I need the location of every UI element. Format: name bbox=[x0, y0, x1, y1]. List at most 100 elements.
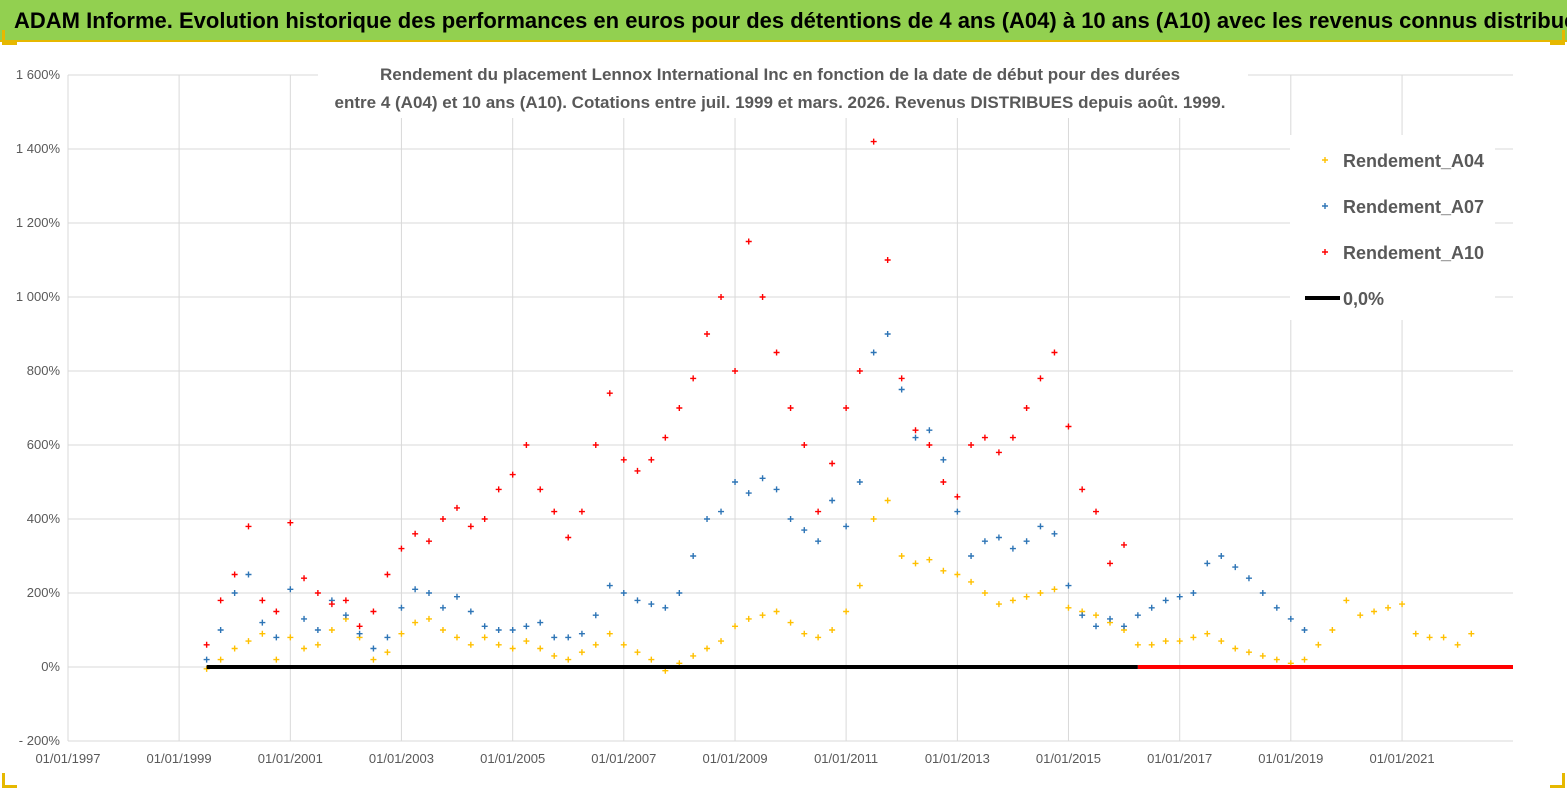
data-point bbox=[843, 523, 850, 530]
data-point bbox=[1065, 604, 1072, 611]
data-point bbox=[1037, 590, 1044, 596]
data-point bbox=[759, 294, 766, 300]
data-point bbox=[356, 623, 363, 630]
y-tick-label: - 200% bbox=[19, 733, 61, 748]
data-point bbox=[1176, 638, 1183, 645]
data-point bbox=[259, 619, 266, 626]
data-point bbox=[1273, 656, 1280, 663]
data-point bbox=[273, 656, 280, 663]
data-point bbox=[203, 656, 210, 663]
data-point bbox=[1259, 652, 1266, 659]
data-point bbox=[287, 586, 294, 593]
data-point bbox=[425, 538, 432, 545]
data-point bbox=[1093, 508, 1100, 515]
data-point bbox=[732, 479, 739, 485]
data-point bbox=[578, 508, 585, 515]
data-point bbox=[954, 508, 961, 515]
data-point bbox=[1107, 560, 1114, 567]
x-tick-label: 01/01/1999 bbox=[147, 751, 212, 766]
data-point bbox=[912, 560, 919, 567]
data-point bbox=[690, 553, 697, 559]
data-point bbox=[551, 508, 558, 515]
data-point bbox=[412, 619, 419, 626]
data-point bbox=[1093, 612, 1100, 619]
data-point bbox=[732, 623, 739, 630]
data-point bbox=[1245, 649, 1252, 656]
data-point bbox=[565, 656, 572, 663]
data-point bbox=[981, 434, 988, 441]
data-point bbox=[1093, 623, 1100, 630]
data-point bbox=[231, 645, 238, 652]
data-point bbox=[259, 630, 266, 637]
y-tick-label: 1 000% bbox=[16, 289, 61, 304]
data-point bbox=[1162, 638, 1169, 645]
data-point bbox=[370, 656, 377, 663]
series-2 bbox=[203, 138, 1128, 648]
data-point bbox=[1148, 641, 1155, 648]
chart-title-line-2: entre 4 (A04) et 10 ans (A10). Cotations… bbox=[335, 93, 1226, 112]
data-point bbox=[1065, 582, 1072, 589]
data-point bbox=[662, 604, 669, 611]
data-point bbox=[718, 508, 725, 515]
x-tick-label: 01/01/2003 bbox=[369, 751, 434, 766]
data-point bbox=[1412, 630, 1419, 637]
data-point bbox=[884, 331, 891, 337]
data-point bbox=[1107, 615, 1114, 622]
data-point bbox=[287, 634, 294, 641]
x-tick-label: 01/01/2019 bbox=[1258, 751, 1323, 766]
data-point bbox=[231, 571, 238, 578]
data-point bbox=[481, 634, 488, 641]
data-point bbox=[1121, 623, 1128, 630]
data-point bbox=[926, 427, 933, 434]
x-tick-label: 01/01/2013 bbox=[925, 751, 990, 766]
data-point bbox=[870, 349, 877, 356]
data-point bbox=[1121, 541, 1128, 548]
data-point bbox=[1190, 634, 1197, 641]
data-point bbox=[1399, 601, 1406, 608]
data-point bbox=[217, 597, 224, 604]
data-point bbox=[1426, 634, 1433, 641]
legend-label: Rendement_A10 bbox=[1343, 243, 1484, 263]
data-point bbox=[648, 601, 655, 608]
data-point bbox=[704, 645, 711, 652]
data-point bbox=[843, 608, 850, 615]
y-tick-label: 0% bbox=[41, 659, 60, 674]
legend-swatch bbox=[1322, 157, 1328, 163]
y-tick-label: 400% bbox=[27, 511, 61, 526]
legend-background bbox=[1290, 135, 1495, 320]
data-point bbox=[1023, 538, 1030, 545]
data-point bbox=[523, 442, 530, 448]
data-point bbox=[815, 634, 822, 641]
data-point bbox=[439, 604, 446, 611]
data-point bbox=[968, 578, 975, 585]
data-point bbox=[551, 634, 558, 641]
y-tick-label: 1 600% bbox=[16, 67, 61, 82]
data-point bbox=[606, 630, 613, 637]
data-point bbox=[1079, 612, 1086, 619]
data-point bbox=[676, 590, 683, 596]
data-point bbox=[787, 619, 794, 626]
data-point bbox=[328, 601, 335, 608]
data-point bbox=[1273, 604, 1280, 611]
y-tick-label: 1 400% bbox=[16, 141, 61, 156]
data-point bbox=[509, 627, 516, 633]
data-point bbox=[801, 442, 808, 448]
data-point bbox=[1259, 590, 1266, 596]
data-point bbox=[370, 608, 377, 615]
data-point bbox=[1009, 597, 1016, 604]
data-point bbox=[773, 486, 780, 493]
corner-mark-top-left bbox=[2, 30, 17, 45]
y-tick-label: 1 200% bbox=[16, 215, 61, 230]
data-point bbox=[912, 434, 919, 441]
data-point bbox=[481, 623, 488, 630]
data-point bbox=[412, 586, 419, 593]
data-point bbox=[467, 608, 474, 615]
data-point bbox=[1343, 597, 1350, 604]
banner-title: ADAM Informe. Evolution historique des p… bbox=[14, 8, 1567, 33]
data-point bbox=[787, 405, 794, 411]
data-point bbox=[745, 490, 752, 497]
data-point bbox=[634, 597, 641, 604]
data-point bbox=[912, 427, 919, 434]
data-point bbox=[467, 641, 474, 648]
